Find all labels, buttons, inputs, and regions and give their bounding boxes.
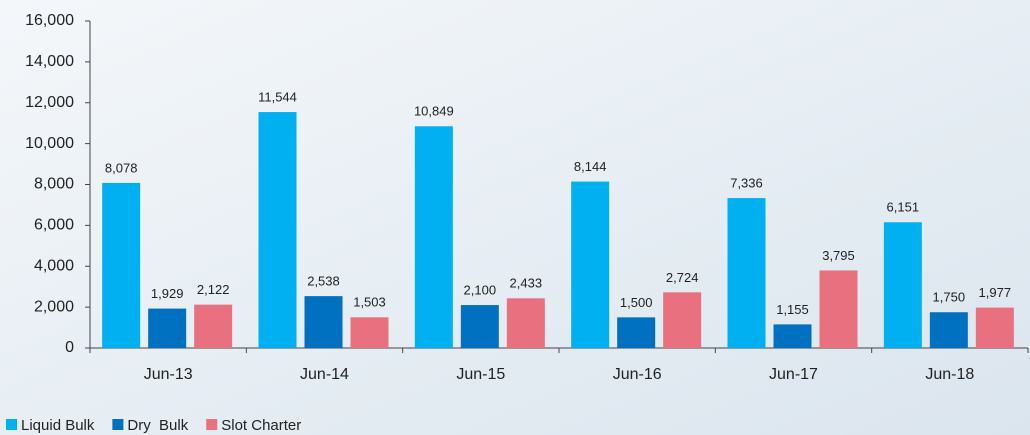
value-label: 2,433 <box>510 276 543 291</box>
y-tick-label: 2,000 <box>34 298 74 315</box>
legend-swatch <box>112 419 124 430</box>
bar <box>819 270 858 348</box>
bar <box>883 222 922 348</box>
bar <box>414 126 453 348</box>
bar <box>258 112 297 349</box>
value-label: 6,151 <box>887 200 920 215</box>
x-tick-label: Jun-14 <box>300 366 349 383</box>
value-label: 2,724 <box>666 270 699 285</box>
bar <box>102 182 141 348</box>
bar <box>975 307 1014 348</box>
bar <box>506 298 545 348</box>
bar <box>617 317 656 348</box>
y-tick-label: 0 <box>65 339 74 356</box>
value-label: 8,144 <box>574 159 607 174</box>
legend-label: Liquid Bulk <box>21 417 95 434</box>
y-tick-label: 10,000 <box>25 135 74 152</box>
y-tick-label: 4,000 <box>34 257 74 274</box>
value-label: 2,122 <box>197 282 230 297</box>
y-tick-label: 14,000 <box>25 53 74 70</box>
value-label: 1,977 <box>979 285 1012 300</box>
y-tick-label: 6,000 <box>34 217 74 234</box>
y-tick-label: 12,000 <box>25 94 74 111</box>
legend-label: Dry Bulk <box>127 417 188 434</box>
value-label: 1,750 <box>933 290 966 305</box>
value-label: 3,795 <box>822 248 855 263</box>
bar <box>773 324 812 348</box>
bar <box>460 305 499 348</box>
value-label: 10,849 <box>414 104 454 119</box>
value-label: 2,100 <box>464 283 497 298</box>
bar <box>304 296 343 348</box>
value-label: 8,078 <box>105 160 138 175</box>
bar <box>571 181 610 348</box>
x-tick-label: Jun-15 <box>456 366 505 383</box>
bar <box>929 312 968 348</box>
bar <box>350 317 389 348</box>
bar <box>727 198 766 348</box>
legend-label: Slot Charter <box>221 417 301 434</box>
bar <box>194 304 233 348</box>
value-label: 2,538 <box>307 274 340 289</box>
x-tick-label: Jun-16 <box>613 366 662 383</box>
legend-swatch <box>206 419 218 430</box>
x-tick-label: Jun-18 <box>925 366 974 383</box>
value-label: 1,929 <box>151 286 184 301</box>
bar <box>148 308 187 348</box>
value-label: 1,500 <box>620 295 653 310</box>
legend-swatch <box>6 419 17 430</box>
x-tick-label: Jun-17 <box>769 366 818 383</box>
value-label: 1,503 <box>353 295 386 310</box>
value-label: 11,544 <box>258 90 297 105</box>
y-tick-label: 16,000 <box>25 12 74 29</box>
value-label: 1,155 <box>776 302 809 317</box>
value-label: 7,336 <box>730 176 763 191</box>
bar <box>663 292 702 348</box>
x-tick-label: Jun-13 <box>144 366 193 383</box>
y-tick-label: 8,000 <box>34 176 74 193</box>
